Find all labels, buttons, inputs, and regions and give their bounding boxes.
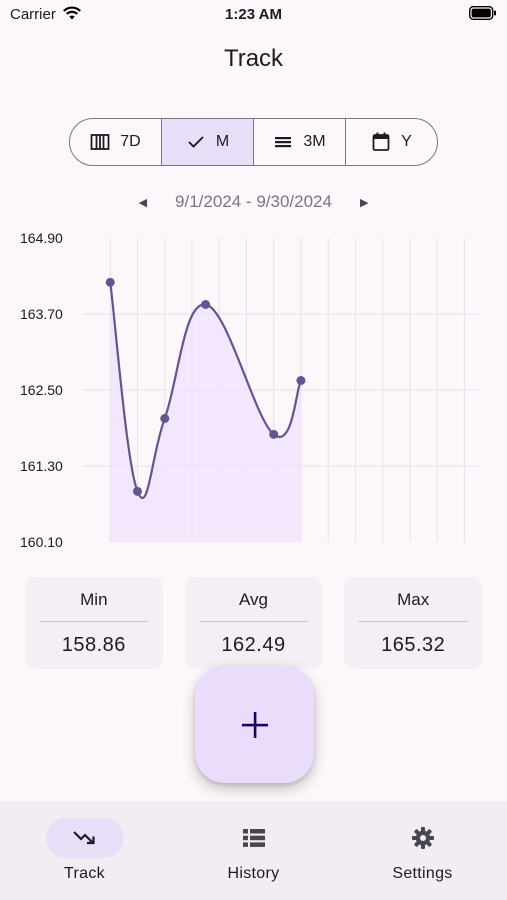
calendar-icon bbox=[371, 132, 391, 152]
battery-icon bbox=[469, 6, 496, 20]
segment-y[interactable]: Y bbox=[346, 119, 437, 165]
status-time: 1:23 AM bbox=[225, 6, 282, 23]
segment-3m[interactable]: 3M bbox=[254, 119, 346, 165]
stat-card-min: Min 158.86 bbox=[25, 577, 163, 669]
nav-indicator bbox=[384, 818, 462, 858]
stat-label: Min bbox=[80, 590, 108, 609]
chart-point[interactable] bbox=[201, 300, 211, 309]
chart-point[interactable] bbox=[269, 429, 279, 439]
gear-icon bbox=[411, 827, 434, 849]
weight-chart: 164.90 163.70 162.50 161.30 160.10 bbox=[20, 230, 478, 550]
nav-item-settings[interactable]: Settings bbox=[338, 801, 507, 900]
segment-label: 3M bbox=[303, 133, 326, 150]
trending-down-icon bbox=[72, 831, 95, 845]
divider bbox=[38, 621, 149, 622]
nav-indicator bbox=[45, 818, 124, 858]
y-tick-label: 163.70 bbox=[20, 306, 63, 322]
stat-value: 158.86 bbox=[61, 634, 126, 656]
stat-label: Max bbox=[397, 590, 430, 609]
chart-point[interactable] bbox=[132, 486, 142, 496]
chart-point[interactable] bbox=[160, 414, 170, 423]
stat-value: 165.32 bbox=[381, 634, 446, 656]
stat-card-avg: Avg 162.49 bbox=[184, 577, 323, 669]
divider bbox=[198, 621, 309, 622]
segment-label: Y bbox=[401, 133, 412, 150]
nav-label: History bbox=[227, 865, 280, 882]
y-axis-ticks: 164.90 163.70 162.50 161.30 160.10 bbox=[20, 230, 63, 550]
chart-points bbox=[105, 277, 306, 496]
list-icon bbox=[242, 829, 265, 847]
segment-7d[interactable]: 7D bbox=[70, 119, 162, 165]
chart-area-fill bbox=[110, 282, 301, 542]
status-bar: Carrier 1:23 AM bbox=[0, 0, 507, 30]
menu-lines-icon bbox=[273, 132, 293, 152]
carrier-label: Carrier bbox=[10, 6, 56, 23]
y-tick-label: 161.30 bbox=[20, 458, 63, 474]
date-navigator: ◀ 9/1/2024 - 9/30/2024 ▶ bbox=[0, 192, 507, 212]
segment-label: M bbox=[215, 133, 230, 150]
stat-value: 162.49 bbox=[221, 634, 286, 656]
chart-point[interactable] bbox=[296, 376, 306, 385]
check-icon bbox=[186, 132, 206, 152]
page-title: Track bbox=[223, 45, 284, 72]
segment-label: 7D bbox=[120, 133, 141, 150]
add-icon bbox=[241, 711, 268, 738]
nav-item-track[interactable]: Track bbox=[0, 801, 169, 900]
nav-indicator bbox=[215, 818, 293, 858]
view-week-icon bbox=[90, 132, 110, 152]
date-range-label: 9/1/2024 - 9/30/2024 bbox=[175, 192, 332, 211]
wifi-icon bbox=[63, 6, 81, 20]
stat-card-max: Max 165.32 bbox=[344, 577, 483, 669]
nav-item-history[interactable]: History bbox=[169, 801, 338, 900]
range-selector: 7D M 3M Y bbox=[69, 118, 438, 166]
chart-point[interactable] bbox=[105, 277, 115, 287]
add-entry-button[interactable] bbox=[195, 666, 314, 783]
bottom-navigation: Track History bbox=[0, 801, 507, 900]
previous-period-icon[interactable]: ◀ bbox=[138, 196, 148, 209]
nav-label: Settings bbox=[392, 865, 453, 882]
next-period-icon[interactable]: ▶ bbox=[359, 196, 369, 209]
y-tick-label: 160.10 bbox=[20, 534, 63, 550]
nav-label: Track bbox=[64, 865, 105, 882]
stat-label: Avg bbox=[239, 590, 268, 609]
segment-m[interactable]: M bbox=[162, 119, 254, 165]
divider bbox=[358, 621, 469, 622]
stats-row: Min 158.86 Avg 162.49 Max 165.32 bbox=[25, 577, 483, 669]
y-tick-label: 164.90 bbox=[20, 230, 63, 246]
y-tick-label: 162.50 bbox=[20, 382, 63, 398]
